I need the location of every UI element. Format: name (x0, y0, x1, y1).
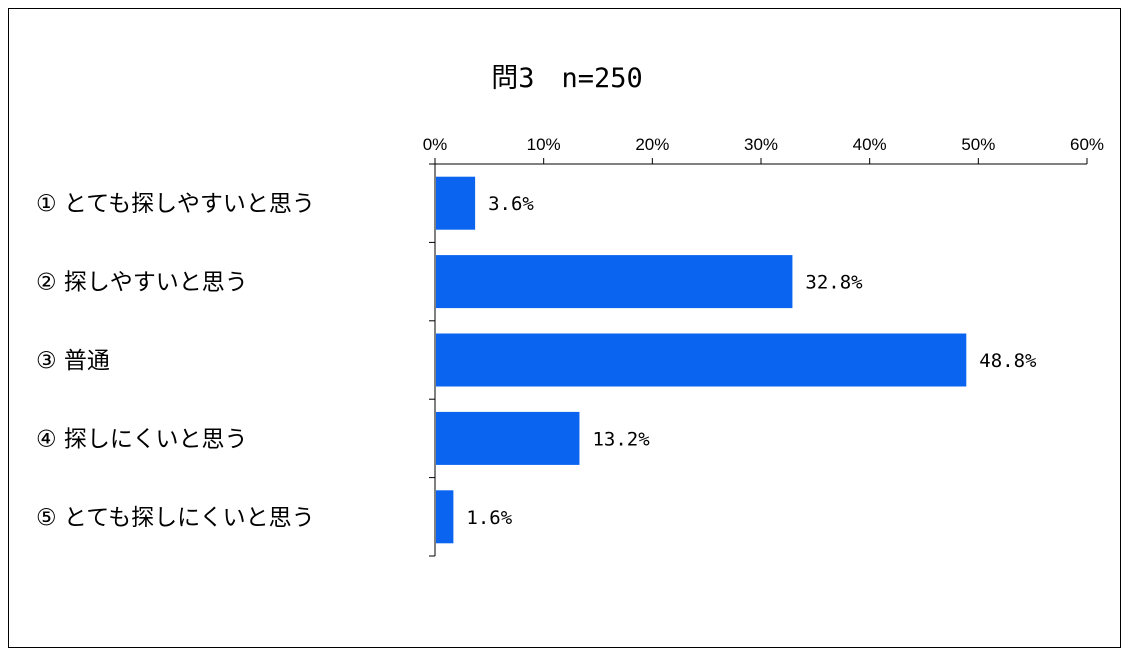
data-label: 48.8% (979, 350, 1037, 372)
category-label: ④ 探しにくいと思う (36, 426, 247, 452)
category-label: ⑤ とても探しにくいと思う (36, 505, 315, 531)
x-tick-label: 0% (423, 135, 448, 154)
bar (436, 176, 476, 230)
data-label: 13.2% (592, 428, 650, 450)
x-tick-label: 10% (527, 135, 561, 154)
category-label: ① とても探しやすいと思う (36, 191, 315, 217)
x-tick-label: 20% (635, 135, 669, 154)
x-tick-label: 50% (961, 135, 995, 154)
category-label: ③ 普通 (36, 348, 110, 374)
x-tick-label: 40% (853, 135, 887, 154)
data-label: 32.8% (805, 272, 863, 294)
x-tick-label: 60% (1070, 135, 1104, 154)
x-tick-label: 30% (744, 135, 778, 154)
category-label: ② 探しやすいと思う (36, 270, 248, 296)
bar-chart: 0% 10% 20% 30% 40% 50% 60% ① とても探しやすいと思う 3.6% ② 探… (36, 135, 1104, 557)
chart-frame (8, 8, 1121, 648)
bar (436, 490, 454, 544)
bar (436, 255, 793, 309)
data-label: 1.6% (466, 507, 512, 529)
bar (436, 411, 580, 465)
bar (436, 333, 967, 387)
data-label: 3.6% (488, 193, 534, 215)
chart-title: 問3 n=250 (491, 63, 643, 94)
